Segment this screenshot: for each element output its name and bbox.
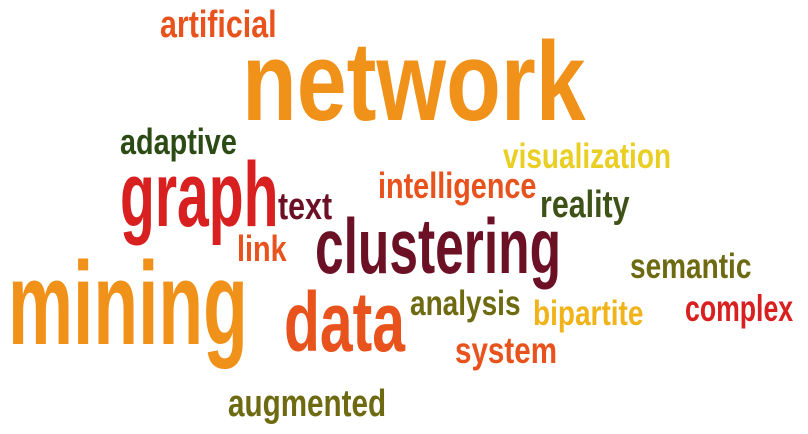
word-visualization: visualization bbox=[503, 137, 672, 176]
word-link: link bbox=[237, 228, 287, 269]
word-system: system bbox=[455, 330, 558, 371]
word-mining: mining bbox=[8, 238, 248, 370]
word-data: data bbox=[284, 275, 405, 369]
word-analysis: analysis bbox=[410, 284, 521, 323]
word-clustering: clustering bbox=[315, 202, 562, 290]
word-text: text bbox=[278, 186, 333, 228]
word-semantic: semantic bbox=[630, 247, 752, 286]
word-bipartite: bipartite bbox=[533, 294, 644, 333]
word-reality: reality bbox=[540, 184, 630, 226]
word-complex: complex bbox=[685, 288, 794, 329]
word-adaptive: adaptive bbox=[120, 121, 237, 162]
word-artificial: artificial bbox=[160, 4, 277, 46]
word-augmented: augmented bbox=[228, 383, 387, 425]
word-graph: graph bbox=[120, 144, 279, 246]
word-network: network bbox=[242, 19, 586, 144]
word-intelligence: intelligence bbox=[378, 165, 537, 206]
